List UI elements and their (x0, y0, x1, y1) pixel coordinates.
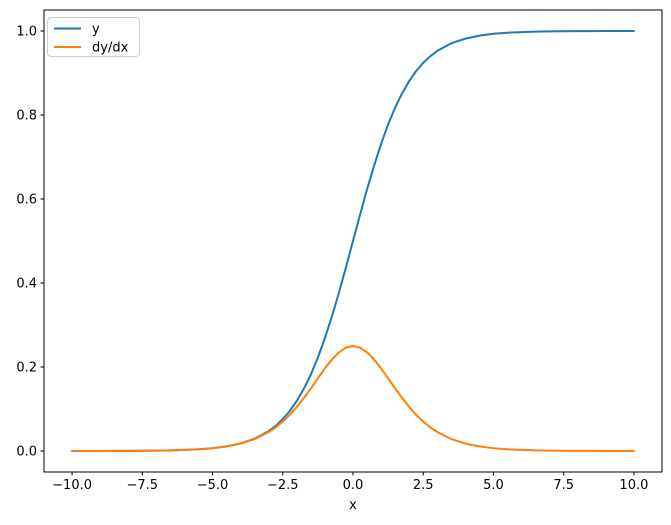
y-tick-label: 0.8 (16, 109, 37, 124)
x-tick-label: 10.0 (619, 478, 648, 493)
x-tick-label: −2.5 (267, 478, 299, 493)
x-tick-label: −5.0 (197, 478, 229, 493)
legend-label-y: y (92, 22, 100, 37)
y-tick-label: 0.6 (16, 193, 37, 208)
x-tick-label: −7.5 (127, 478, 159, 493)
x-axis: −10.0 −7.5 −5.0 −2.5 0.0 2.5 5.0 7.5 10.0 (52, 472, 648, 493)
legend-label-dydx: dy/dx (92, 41, 129, 56)
y-tick-label: 0.2 (16, 361, 37, 376)
y-tick-label: 0.0 (16, 445, 37, 460)
y-tick-label: 0.4 (16, 277, 37, 292)
x-tick-label: 5.0 (483, 478, 504, 493)
y-tick-label: 1.0 (16, 25, 37, 40)
x-tick-label: 7.5 (553, 478, 574, 493)
x-tick-label: −10.0 (52, 478, 92, 493)
series-group (71, 30, 635, 452)
plot-frame (43, 9, 663, 473)
legend: y dy/dx (47, 17, 140, 57)
x-axis-label: x (349, 498, 357, 513)
x-tick-label: 0.0 (343, 478, 364, 493)
x-tick-label: 2.5 (413, 478, 434, 493)
series-dydx-line (71, 345, 635, 452)
y-axis: 0.0 0.2 0.4 0.6 0.8 1.0 (16, 25, 44, 460)
